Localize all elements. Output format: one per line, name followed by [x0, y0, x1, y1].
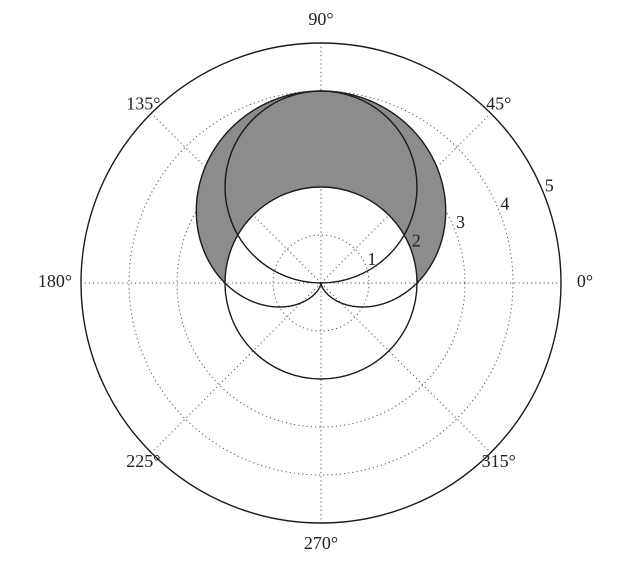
- grid-spoke-315: [320, 282, 492, 454]
- angle-label-270: 270°: [304, 533, 338, 553]
- radial-label-5: 5: [545, 175, 554, 195]
- label-layer: 0° 45° 90° 135° 180° 225° 270° 315° 1 2 3 4 5: [38, 9, 593, 553]
- circle-curve-upper: [224, 90, 418, 284]
- angle-label-180: 180°: [38, 271, 72, 291]
- grid-spoke-225: [150, 282, 322, 454]
- cardioid-curve: [195, 90, 447, 308]
- angle-label-135: 135°: [126, 93, 160, 113]
- angle-label-45: 45°: [486, 93, 511, 113]
- angle-label-90: 90°: [308, 9, 333, 29]
- circle-curve-center: [224, 186, 418, 380]
- outer-boundary: [80, 42, 562, 524]
- radial-label-3: 3: [456, 212, 465, 232]
- curve-layer: [195, 90, 447, 380]
- radial-label-4: 4: [500, 194, 509, 214]
- angle-label-0: 0°: [577, 271, 593, 291]
- grid-circle-r4: [128, 90, 514, 476]
- radial-label-2: 2: [412, 230, 421, 250]
- angle-label-315: 315°: [482, 451, 516, 471]
- radial-label-1: 1: [367, 249, 376, 269]
- angle-label-225: 225°: [126, 451, 160, 471]
- grid-circle-r1: [272, 234, 370, 332]
